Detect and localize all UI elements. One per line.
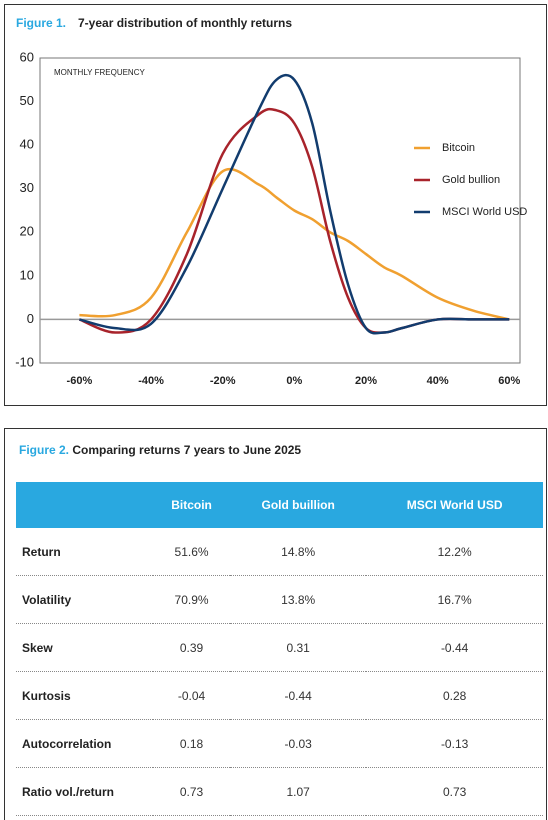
chart-border [4, 4, 547, 406]
legend-label: Bitcoin [442, 142, 475, 154]
row-label: Skew [16, 623, 153, 672]
cell: 0.73 [153, 767, 231, 816]
table-panel: Figure 2. Comparing returns 7 years to J… [4, 428, 547, 820]
x-tick-label: -40% [138, 375, 164, 387]
cell: 1.07 [230, 767, 367, 816]
line [79, 73, 510, 335]
row: Autocorrelation 0.18 -0.03 -0.13 [16, 719, 543, 768]
cell: -0.03 [230, 719, 367, 768]
row-label: Autocorrelation [16, 719, 153, 768]
cell: 12.2% [366, 528, 543, 576]
cell: -0.04 [153, 671, 231, 720]
cell: 0.18 [153, 719, 231, 768]
row-label: Ratio vol./return [16, 767, 153, 816]
cell: 16.7% [366, 575, 543, 624]
x-tick-label: -60% [67, 375, 93, 387]
cell: -0.44 [230, 671, 367, 720]
row: Return 51.6% 14.8% 12.2% [16, 528, 543, 576]
y-tick-label: 0 [27, 311, 34, 326]
figure-label: Figure 2. [19, 443, 70, 457]
line [79, 168, 510, 321]
y-tick-label: 50 [20, 93, 34, 108]
cell: 14.8% [230, 528, 367, 576]
y-tick-label: 40 [20, 137, 34, 152]
chart: Figure 1. 7-year distribution of monthly… [4, 4, 547, 406]
cell: 13.8% [230, 575, 367, 624]
row-label: Return [16, 528, 153, 576]
cell: 0.28 [366, 671, 543, 720]
y-tick-label: 20 [20, 224, 34, 239]
plot-frame [39, 57, 521, 364]
column-header: MSCI World USD [366, 482, 543, 528]
y-tick-label: -10 [15, 354, 34, 369]
x-tick-label: 40% [427, 375, 449, 387]
row: Ratio vol./return 0.73 1.07 0.73 [16, 767, 543, 816]
legend-label: MSCI World USD [442, 206, 527, 218]
y-tick-label: 30 [20, 180, 34, 195]
table: Bitcoin Gold buillion MSCI World USD Return… [16, 482, 543, 816]
x-tick-label: 20% [355, 375, 377, 387]
table-title: Figure 2. Comparing returns 7 years to J… [19, 443, 301, 457]
x-tick-label: 60% [498, 375, 520, 387]
row: Kurtosis -0.04 -0.44 0.28 [16, 671, 543, 720]
cell: -0.44 [366, 623, 543, 672]
legend-label: Gold bullion [442, 174, 500, 186]
x-tick-label: 0% [286, 375, 302, 387]
y-axis-label: MONTHLY FREQUENCY [54, 68, 145, 77]
column-header: Gold buillion [230, 482, 367, 528]
title: Comparing returns 7 years to June 2025 [72, 443, 302, 457]
y-tick-label: 10 [20, 267, 34, 282]
chart-title: 7-year distribution of monthly returns [78, 16, 292, 30]
figure-label: Figure 1. [16, 16, 66, 30]
row: Volatility 70.9% 13.8% 16.7% [16, 575, 543, 624]
cell: 0.39 [153, 623, 231, 672]
cell: 0.73 [366, 767, 543, 816]
column-header: Bitcoin [153, 482, 231, 528]
cell: 70.9% [153, 575, 231, 624]
cell: 0.31 [230, 623, 367, 672]
header-row: Bitcoin Gold buillion MSCI World USD [16, 482, 543, 528]
x-tick-label: -20% [210, 375, 236, 387]
row-label: Kurtosis [16, 671, 153, 720]
cell: -0.13 [366, 719, 543, 768]
row-label: Volatility [16, 575, 153, 624]
row: Skew 0.39 0.31 -0.44 [16, 623, 543, 672]
corner [16, 482, 153, 528]
y-tick-label: 60 [20, 49, 34, 64]
cell: 51.6% [153, 528, 231, 576]
